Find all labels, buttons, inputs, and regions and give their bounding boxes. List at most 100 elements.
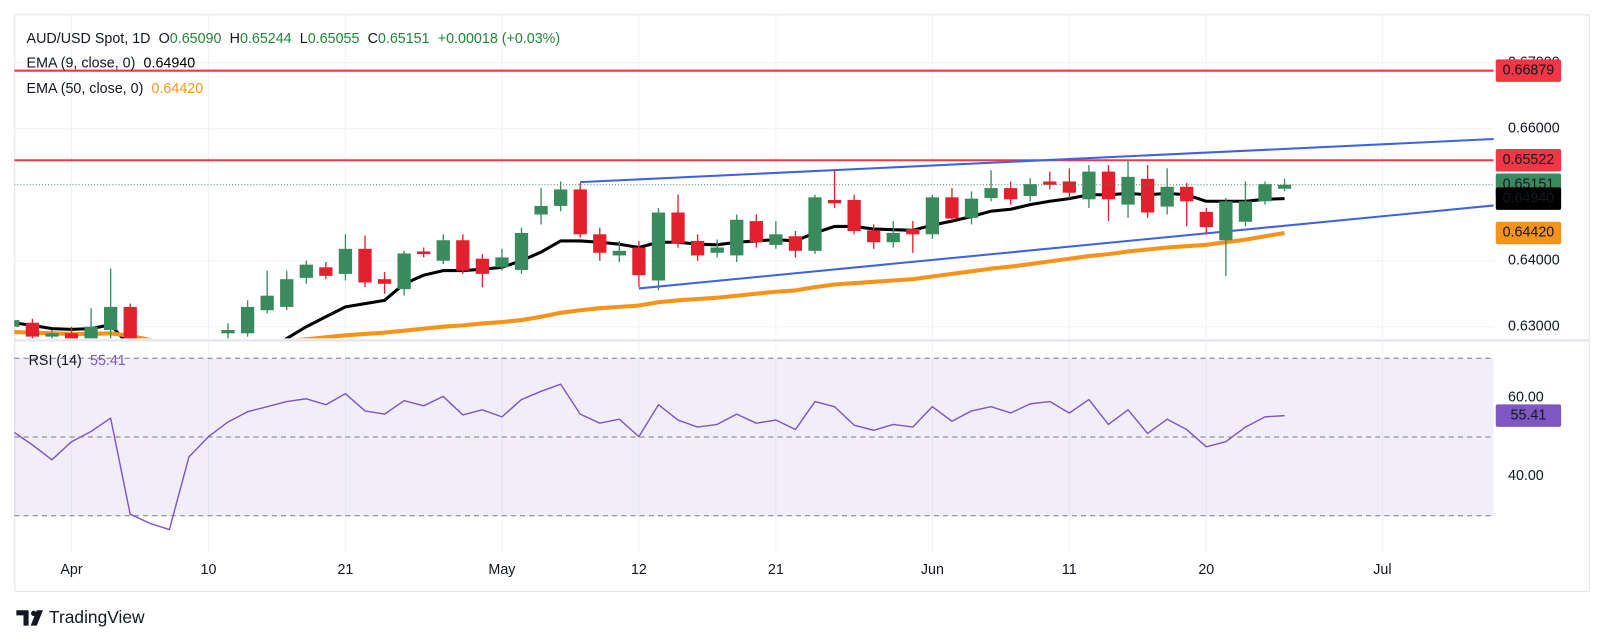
candle-body <box>1043 181 1057 185</box>
candle-body <box>886 232 900 243</box>
ema-label-box <box>1495 221 1562 245</box>
trend-line <box>638 204 1494 290</box>
candle-body <box>1062 181 1076 193</box>
candle-body <box>240 306 255 334</box>
candle-body <box>417 251 431 255</box>
x-tick-label: Jul <box>1373 562 1391 578</box>
candle-body <box>319 267 333 276</box>
axes: Apr 10 21 May 12 21 Jun 11 20 Jul 0.63000 0.64000 0.… <box>60 54 1562 578</box>
candle-body <box>847 199 861 232</box>
candle-body <box>260 295 274 311</box>
frame <box>14 14 1590 592</box>
candle-body <box>690 240 705 256</box>
candle-body <box>397 253 411 290</box>
price-pane <box>14 69 1494 339</box>
legend-name: RSI (14) <box>29 353 82 369</box>
candle-body <box>475 258 490 274</box>
candle-body <box>749 221 763 243</box>
candle-body <box>867 230 881 243</box>
ohlc-value: 0.65055 <box>308 31 360 47</box>
level-label-box <box>1495 59 1562 82</box>
candle-body <box>1004 188 1018 200</box>
candle-body <box>612 250 626 256</box>
candle-body <box>1101 171 1116 200</box>
candle-body <box>358 248 372 283</box>
ohlc-value: 0.65244 <box>240 31 292 47</box>
candle-body <box>651 212 666 281</box>
candle-body <box>554 189 568 206</box>
y-tick-label: 0.64000 <box>1508 252 1560 268</box>
level-label: 0.65522 <box>1503 152 1555 168</box>
candle-body <box>456 240 470 271</box>
candle-body <box>495 257 509 268</box>
x-tick-label: 11 <box>1062 562 1077 578</box>
legend-entry: EMA (9, close, 0) 0.64940 <box>27 55 196 71</box>
logo <box>16 610 43 626</box>
candle-body <box>1140 178 1155 213</box>
rsi-line <box>14 383 1285 531</box>
legend-value: 55.41 <box>90 353 126 369</box>
rsi-label: 55.41 <box>1511 407 1547 423</box>
candle-body <box>1277 184 1292 189</box>
header: AUD/USD Spot, 1D O0.65090 H0.65244 L0.65055… <box>27 31 561 47</box>
ema-label-box <box>1495 187 1562 210</box>
candle-body <box>436 240 450 261</box>
candle-body <box>1023 184 1037 197</box>
candle-body <box>1258 184 1272 202</box>
candle-body <box>64 333 79 339</box>
candle-body <box>514 232 529 270</box>
candle-body <box>299 264 313 278</box>
level-label: 0.66879 <box>1503 62 1555 78</box>
ema-label: 0.64940 <box>1503 190 1555 206</box>
candle-body <box>14 320 20 327</box>
y-tick-label: 0.63000 <box>1508 318 1560 334</box>
candle-body <box>377 279 392 284</box>
candle-body <box>1180 186 1194 202</box>
logo-dot <box>31 610 37 616</box>
candle-body <box>1238 201 1253 222</box>
candle-body <box>984 188 998 198</box>
candle-body <box>534 205 548 215</box>
candle-body <box>104 306 118 331</box>
candle-body <box>1219 201 1233 241</box>
candle-body <box>1082 171 1096 200</box>
rsi-pane <box>14 357 1494 531</box>
candle-body <box>632 247 646 276</box>
candle-body <box>1199 211 1213 228</box>
legend: AUD/USD Spot, 1D O0.65090 H0.65244 L0.65055… <box>27 31 561 369</box>
candle-body <box>338 248 353 274</box>
level-label-box <box>1495 148 1562 172</box>
legend-value: 0.64940 <box>144 55 196 71</box>
brand: TradingView <box>16 607 145 627</box>
candle-body <box>769 234 783 245</box>
ohlc-key: L <box>300 31 308 47</box>
legend-value: 0.64420 <box>152 81 204 97</box>
ohlc-key: O <box>159 31 170 47</box>
x-tick-label: 12 <box>631 562 647 578</box>
candle-body <box>925 197 940 235</box>
ema-line <box>14 230 1285 339</box>
candle-body <box>25 322 40 337</box>
candle-body <box>906 229 920 235</box>
change: +0.00018 (+0.03%) <box>438 31 560 47</box>
legend-entry: EMA (50, close, 0) 0.64420 <box>27 81 204 97</box>
rsi-legend: RSI (14) 55.41 <box>29 353 126 369</box>
candle-body <box>123 306 137 339</box>
legend-name: EMA (9, close, 0) <box>27 55 136 71</box>
brand-name: TradingView <box>49 607 145 627</box>
symbol: AUD/USD Spot, 1D <box>27 31 151 47</box>
rsi-tick-label: 60.00 <box>1508 389 1544 405</box>
candle-body <box>730 219 744 256</box>
ohlc-key: H <box>230 31 240 47</box>
legend-name: EMA (50, close, 0) <box>27 81 144 97</box>
candle-body <box>671 212 685 244</box>
candle-body <box>808 197 822 251</box>
rsi-label-box <box>1495 404 1562 427</box>
x-tick-label: May <box>488 562 516 578</box>
candle-body <box>788 236 803 251</box>
candle-body <box>280 279 294 307</box>
x-tick-label: Jun <box>921 562 944 578</box>
candle-body <box>221 330 235 334</box>
